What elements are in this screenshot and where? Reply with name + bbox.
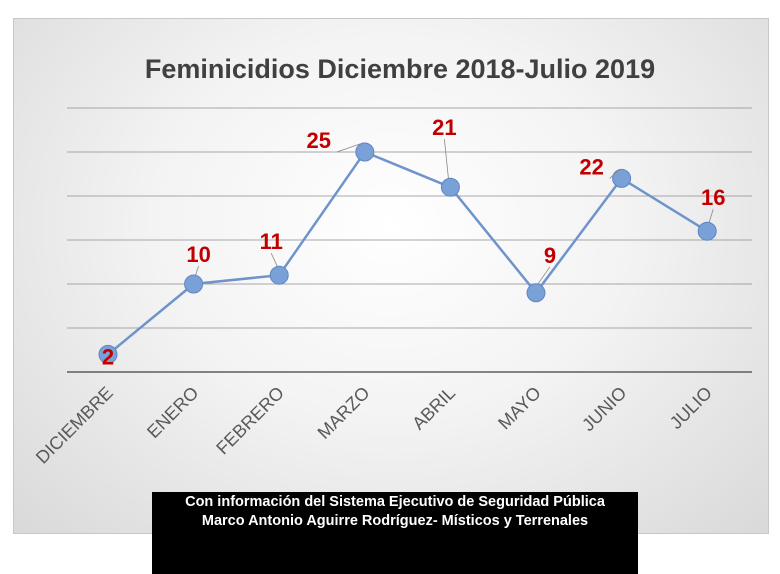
x-axis-labels: DICIEMBRE ENERO FEBRERO MARZO ABRIL MAYO JUNIO…: [32, 383, 716, 468]
leader-line: [444, 139, 449, 179]
data-label: 22: [579, 154, 603, 179]
source-line-1: Con información del Sistema Ejecutivo de…: [185, 494, 605, 510]
data-label: 9: [544, 243, 556, 268]
leader-line: [537, 266, 551, 285]
data-point-junio: [612, 168, 632, 188]
data-label: 16: [701, 185, 725, 210]
data-label: 21: [432, 115, 456, 140]
x-tick-label: ABRIL: [408, 383, 459, 434]
series-path: [107, 150, 708, 356]
leader-line: [609, 169, 620, 179]
leader-line: [195, 265, 199, 276]
chart-title: Feminicidios Diciembre 2018-Julio 2019: [145, 54, 655, 84]
leader-line: [708, 209, 714, 223]
data-label: 11: [260, 229, 283, 254]
x-tick-label: JUNIO: [578, 383, 630, 435]
data-point-mayo: [526, 283, 546, 303]
x-tick-label: JULIO: [666, 383, 716, 433]
x-tick-label: MARZO: [314, 383, 374, 443]
data-point-julio: [697, 221, 717, 241]
leader-line: [270, 253, 278, 267]
gridlines: [67, 107, 752, 373]
x-tick-label: DICIEMBRE: [32, 383, 117, 468]
data-point-febrero: [269, 265, 289, 285]
chart-area: [13, 18, 769, 534]
source-caption: Con información del Sistema Ejecutivo de…: [152, 492, 638, 574]
data-point-abril: [440, 177, 460, 197]
leader-line: [336, 142, 363, 153]
source-line-2: Marco Antonio Aguirre Rodríguez- Místico…: [201, 513, 589, 529]
data-label: 2: [102, 344, 114, 369]
data-labels: 2 10 11 25 21 9 22 16: [102, 115, 726, 369]
data-label: 10: [186, 242, 210, 267]
x-tick-label: MAYO: [494, 383, 545, 434]
x-tick-label: ENERO: [143, 383, 202, 442]
data-point-diciembre: [98, 344, 118, 364]
data-point-enero: [184, 274, 204, 294]
series-line: [98, 142, 717, 364]
x-tick-label: FEBRERO: [212, 383, 288, 459]
data-point-marzo: [355, 142, 375, 162]
data-label: 25: [307, 128, 331, 153]
